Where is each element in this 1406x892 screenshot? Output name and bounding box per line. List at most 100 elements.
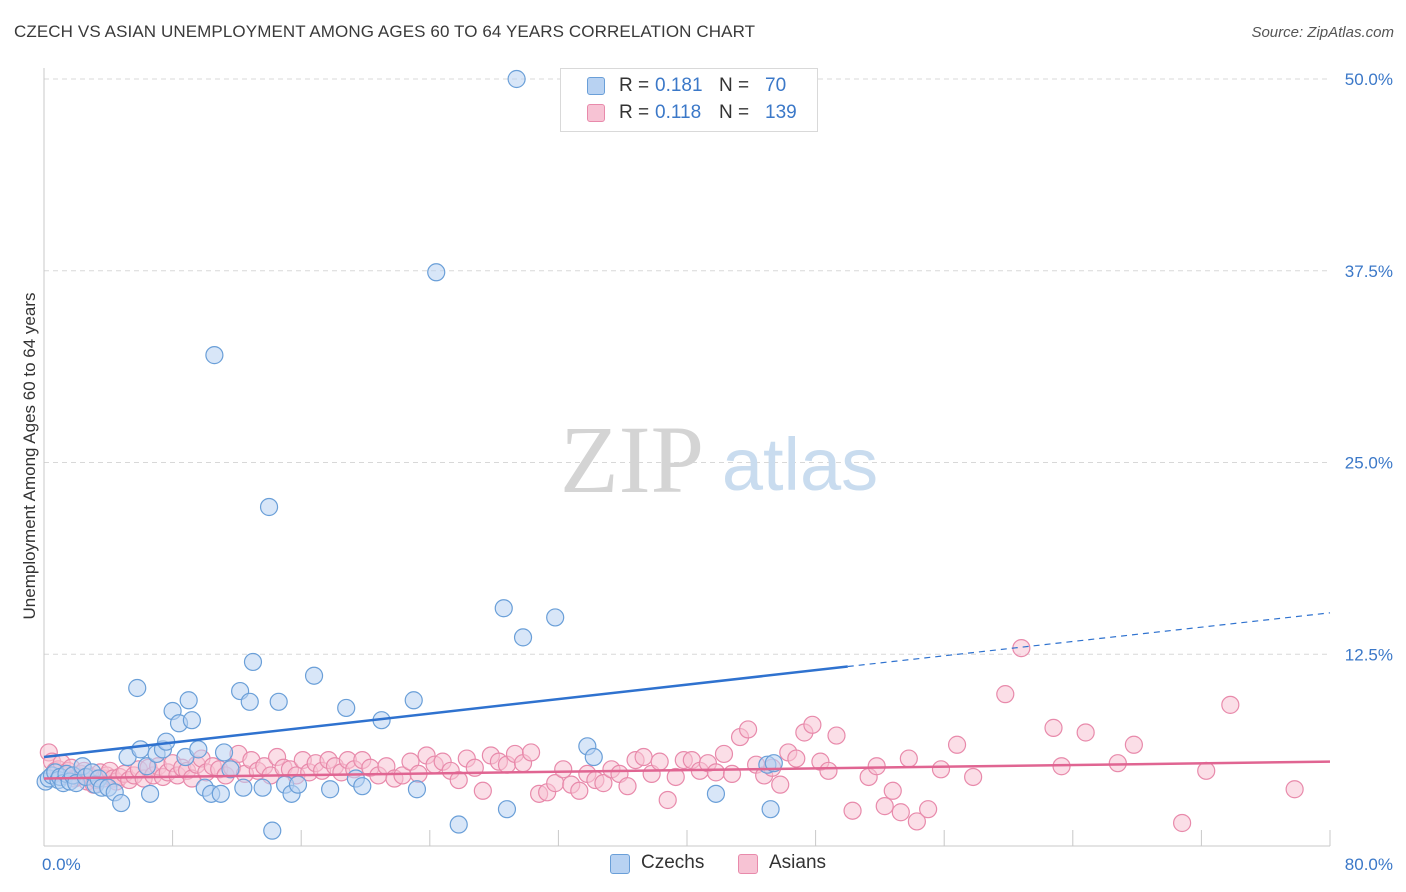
asian-point (658, 790, 677, 810)
asian-point (964, 767, 983, 787)
r-value: 0.181 (655, 75, 703, 96)
czech-point (137, 757, 156, 776)
czech-trend-line (43, 665, 848, 759)
asian-point (449, 770, 468, 790)
czech-point (584, 747, 603, 767)
x-tick-label: 0.0% (42, 855, 81, 874)
asian-point (919, 800, 938, 819)
asian-point (787, 749, 806, 768)
czech-point (404, 691, 423, 710)
chart-title: CZECH VS ASIAN UNEMPLOYMENT AMONG AGES 6… (14, 22, 756, 41)
watermark-atlas: atlas (722, 423, 878, 506)
czechs-legend-label: Czechs (641, 852, 705, 873)
n-value: 70 (765, 75, 787, 96)
asian-point (827, 726, 846, 745)
czech-point (494, 599, 513, 618)
n-value: 139 (765, 102, 797, 123)
asian-trend-line (43, 760, 1331, 780)
czechs-legend-swatch (610, 854, 630, 874)
czech-point (353, 777, 372, 796)
asian-point (1076, 723, 1095, 742)
czech-point (140, 784, 160, 803)
czech-point (131, 740, 150, 759)
x-tick-label: 80.0% (1345, 855, 1393, 874)
czech-points (36, 69, 783, 840)
asian-point (634, 747, 653, 767)
asian-point (618, 777, 637, 796)
czech-point (337, 698, 356, 718)
asian-point (554, 760, 573, 779)
grid (44, 78, 1330, 655)
asian-point (867, 757, 886, 776)
czech-point (761, 800, 780, 819)
asian-point (883, 781, 902, 800)
asian-point (899, 749, 918, 768)
asian-point (931, 760, 951, 779)
asian-point (771, 775, 790, 794)
watermark-zip: ZIP (560, 406, 704, 513)
asian-point (1221, 695, 1240, 714)
asian-point (570, 781, 589, 800)
asian-point (473, 781, 492, 800)
r-label: R = (619, 75, 650, 96)
n-label: N = (719, 102, 750, 123)
czech-point (189, 740, 208, 759)
czech-point (288, 775, 308, 794)
trend-lines (43, 612, 1331, 780)
y-tick-label: 12.5% (1345, 645, 1393, 664)
asians-legend-label: Asians (769, 852, 827, 873)
asian-point (1044, 718, 1063, 737)
czech-point (179, 691, 198, 710)
asian-point (594, 774, 613, 793)
correlation-legend: R = 0.181 N = 70 R = 0.118 N = 139 (560, 68, 818, 132)
asian-point (803, 715, 822, 734)
czech-point (211, 784, 230, 803)
czech-point (269, 692, 288, 711)
czech-trend-extension (847, 612, 1331, 668)
czech-point (304, 666, 324, 685)
asian-point (521, 743, 541, 762)
y-tick-label: 50.0% (1345, 70, 1393, 89)
asian-point (996, 685, 1015, 704)
czech-point (234, 778, 253, 797)
tick-labels: 12.5% 25.0% 37.5% 50.0% 0.0% 80.0% (42, 70, 1393, 874)
watermark: ZIP atlas (560, 406, 878, 513)
czech-point (259, 497, 279, 517)
czech-point (263, 821, 282, 840)
source-label: Source: ZipAtlas.com (1251, 24, 1394, 41)
czech-point (407, 780, 427, 799)
r-value: 0.118 (655, 102, 702, 123)
asian-point (875, 797, 894, 816)
czech-point (128, 678, 147, 698)
czech-point (764, 754, 783, 773)
asian-point (738, 720, 758, 739)
czech-point (706, 784, 726, 803)
czech-point (253, 778, 272, 797)
y-tick-label: 25.0% (1345, 454, 1393, 473)
axes (43, 68, 1331, 847)
czech-point (221, 760, 240, 779)
czech-point (112, 793, 131, 813)
asian-point (1197, 761, 1216, 780)
czechs-swatch (587, 77, 605, 95)
czech-point (182, 711, 201, 730)
asian-point (843, 801, 862, 820)
y-tick-label: 37.5% (1345, 262, 1393, 281)
czech-point (321, 780, 340, 799)
asian-point (650, 752, 669, 771)
czech-point (507, 69, 526, 89)
asian-point (907, 812, 926, 831)
czech-point (240, 692, 259, 711)
asians-legend-swatch (738, 854, 758, 874)
y-axis-title: Unemployment Among Ages 60 to 64 years (20, 292, 39, 620)
asian-point (1124, 735, 1143, 754)
asian-point (666, 767, 685, 787)
czech-point (513, 628, 533, 647)
czech-point (449, 815, 468, 834)
asian-point (947, 735, 967, 754)
asian-point (1285, 780, 1304, 799)
asian-point (714, 744, 734, 764)
asian-point (1173, 813, 1192, 833)
r-label: R = (619, 102, 650, 123)
